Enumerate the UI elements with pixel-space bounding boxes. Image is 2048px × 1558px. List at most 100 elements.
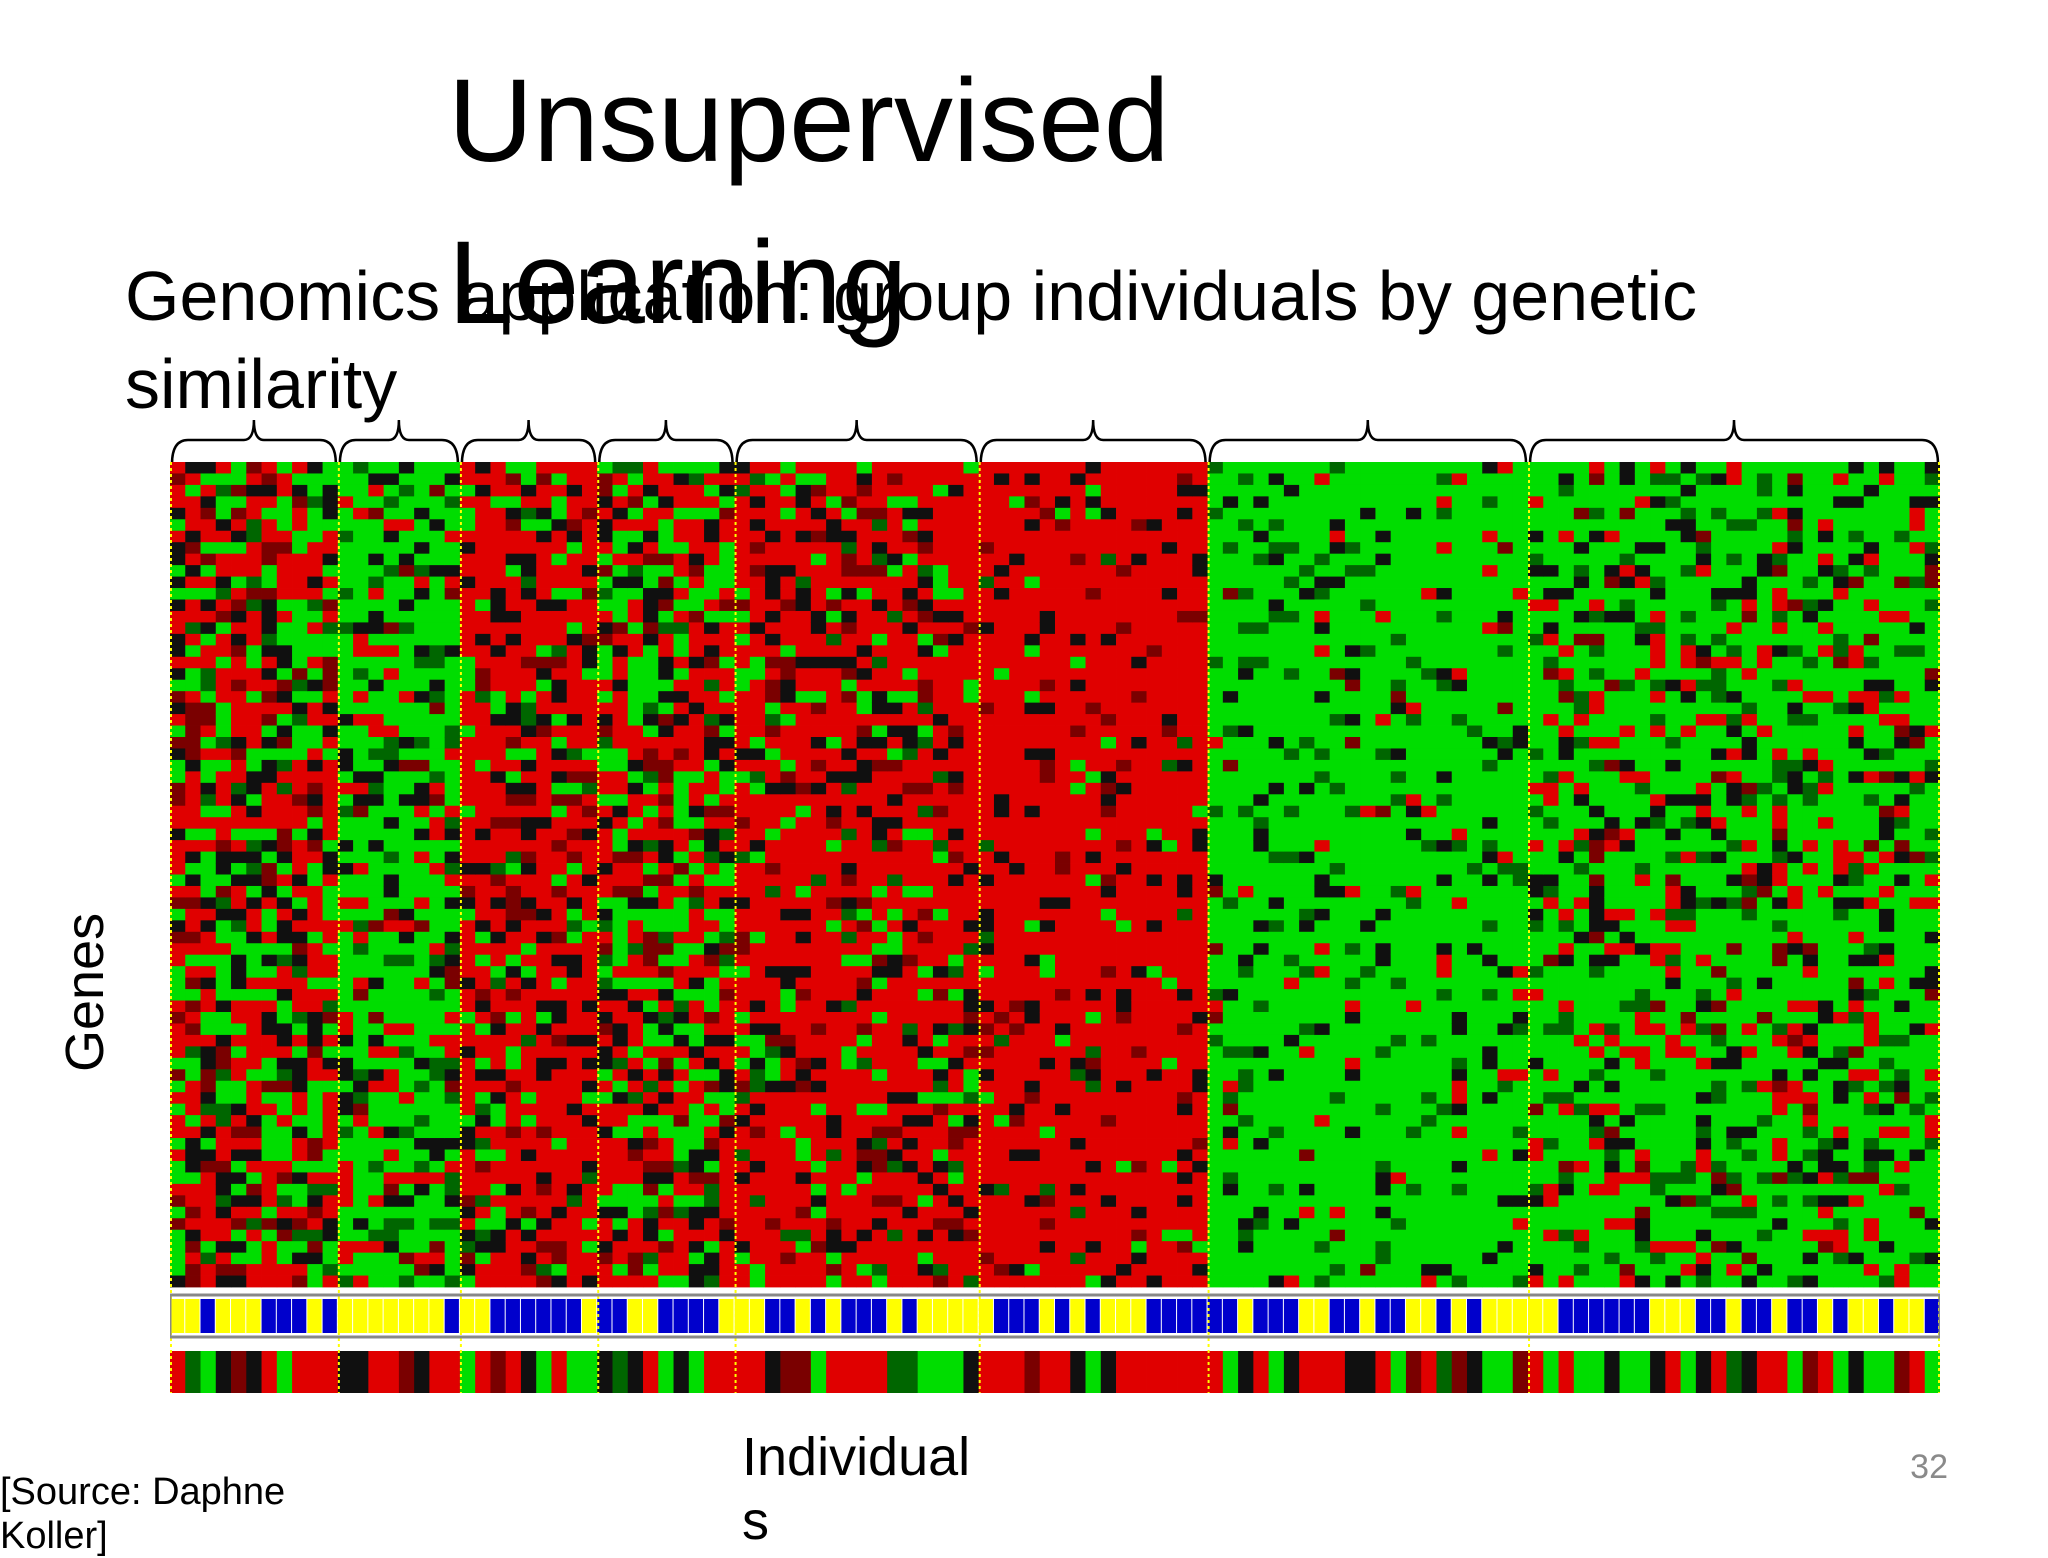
heatmap-cell xyxy=(872,760,888,772)
heatmap-cell xyxy=(1192,703,1208,715)
heatmap-cell xyxy=(719,760,735,772)
heatmap-cell xyxy=(902,1069,918,1081)
heatmap-cell xyxy=(1101,794,1117,806)
heatmap-cell xyxy=(490,680,506,692)
heatmap-cell xyxy=(1086,565,1102,577)
heatmap-cell xyxy=(735,645,751,657)
heatmap-cell xyxy=(262,600,278,612)
heatmap-cell xyxy=(628,852,644,864)
heatmap-cell xyxy=(185,565,201,577)
heatmap-cell xyxy=(765,943,781,955)
heatmap-cell xyxy=(613,863,629,875)
heatmap-cell xyxy=(445,1161,461,1173)
heatmap-cell xyxy=(445,588,461,600)
heatmap-cell xyxy=(994,989,1010,1001)
heatmap-cell xyxy=(689,1276,705,1288)
heatmap-cell xyxy=(384,496,400,508)
heatmap-cell xyxy=(796,783,812,795)
heatmap-cell xyxy=(689,771,705,783)
heatmap-cell xyxy=(1177,726,1193,738)
heatmap-cell xyxy=(658,1001,674,1013)
heatmap-cell xyxy=(643,955,659,967)
heatmap-cell xyxy=(811,1081,827,1093)
heatmap-cell xyxy=(1162,1058,1178,1070)
expression-annotation-cell xyxy=(1162,1351,1178,1393)
heatmap-cell xyxy=(597,840,613,852)
heatmap-cell xyxy=(429,1172,445,1184)
heatmap-cell xyxy=(902,600,918,612)
heatmap-cell xyxy=(429,1195,445,1207)
heatmap-cell xyxy=(460,577,476,589)
heatmap-cell xyxy=(414,1058,430,1070)
heatmap-cell xyxy=(445,1230,461,1242)
heatmap-cell xyxy=(750,657,766,669)
heatmap-cell xyxy=(231,1092,247,1104)
heatmap-cell xyxy=(597,920,613,932)
heatmap-cell xyxy=(170,519,186,531)
heatmap-cell xyxy=(979,668,995,680)
heatmap-cell xyxy=(765,1138,781,1150)
heatmap-cell xyxy=(445,668,461,680)
heatmap-cell xyxy=(1040,794,1056,806)
heatmap-cell xyxy=(963,863,979,875)
heatmap-cell xyxy=(674,978,690,990)
heatmap-cell xyxy=(506,989,522,1001)
heatmap-cell xyxy=(674,1195,690,1207)
heatmap-cell xyxy=(902,554,918,566)
heatmap-cell xyxy=(1070,1161,1086,1173)
heatmap-cell xyxy=(246,485,262,497)
heatmap-cell xyxy=(1162,966,1178,978)
heatmap-cell xyxy=(887,1207,903,1219)
heatmap-cell xyxy=(841,1276,857,1288)
heatmap-cell xyxy=(1040,989,1056,1001)
heatmap-cell xyxy=(338,496,354,508)
heatmap-cell xyxy=(658,1241,674,1253)
heatmap-cell xyxy=(445,875,461,887)
heatmap-cell xyxy=(826,691,842,703)
heatmap-cell xyxy=(536,1046,552,1058)
heatmap-cell xyxy=(475,989,491,1001)
heatmap-cell xyxy=(1086,691,1102,703)
heatmap-cell xyxy=(551,726,567,738)
heatmap-cell xyxy=(582,978,598,990)
heatmap-cell xyxy=(460,955,476,967)
heatmap-cell xyxy=(521,1092,537,1104)
heatmap-cell xyxy=(979,806,995,818)
heatmap-cell xyxy=(1101,886,1117,898)
heatmap-cell xyxy=(1070,577,1086,589)
heatmap-cell xyxy=(872,1253,888,1265)
heatmap-cell xyxy=(811,691,827,703)
heatmap-cell xyxy=(1009,1138,1025,1150)
heatmap-cell xyxy=(643,680,659,692)
heatmap-cell xyxy=(1192,519,1208,531)
heatmap-cell xyxy=(506,577,522,589)
heatmap-cell xyxy=(948,577,964,589)
heatmap-cell xyxy=(628,554,644,566)
heatmap-cell xyxy=(323,932,339,944)
heatmap-cell xyxy=(887,726,903,738)
heatmap-cell xyxy=(353,1115,369,1127)
heatmap-cell xyxy=(1131,508,1147,520)
heatmap-cell xyxy=(857,852,873,864)
heatmap-cell xyxy=(399,989,415,1001)
heatmap-cell xyxy=(902,565,918,577)
heatmap-cell xyxy=(277,1058,293,1070)
heatmap-cell xyxy=(445,1172,461,1184)
heatmap-cell xyxy=(765,794,781,806)
heatmap-cell xyxy=(1162,829,1178,841)
heatmap-cell xyxy=(963,909,979,921)
heatmap-cell xyxy=(170,1023,186,1035)
heatmap-cell xyxy=(292,1230,308,1242)
heatmap-cell xyxy=(963,1115,979,1127)
heatmap-cell xyxy=(338,1241,354,1253)
heatmap-cell xyxy=(902,691,918,703)
heatmap-cell xyxy=(1192,611,1208,623)
heatmap-cell xyxy=(765,875,781,887)
heatmap-cell xyxy=(948,1023,964,1035)
heatmap-cell xyxy=(750,508,766,520)
heatmap-cell xyxy=(582,1046,598,1058)
heatmap-cell xyxy=(674,611,690,623)
heatmap-cell xyxy=(231,473,247,485)
heatmap-cell xyxy=(231,691,247,703)
heatmap-cell xyxy=(384,565,400,577)
